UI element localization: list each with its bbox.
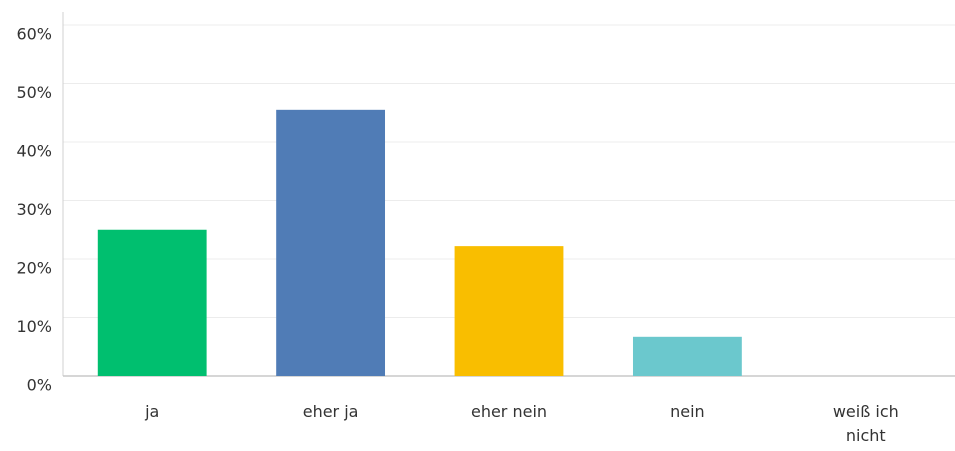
y-tick-label: 40% [16,142,52,161]
x-tick-label: ja [145,402,160,421]
bar [97,229,207,376]
y-tick-label: 60% [16,25,52,44]
y-tick-label: 0% [27,376,52,395]
bar [454,246,564,376]
bar [632,336,742,376]
y-tick-label: 20% [16,259,52,278]
x-tick-label: eher ja [302,402,359,421]
y-tick-label: 10% [16,317,52,336]
y-tick-label: 50% [16,83,52,102]
x-tick-label: eher nein [470,402,548,421]
bar [276,109,386,376]
x-tick-label: weiß ich nicht [832,402,899,445]
x-tick-label: nein [670,402,705,421]
y-tick-label: 30% [16,200,52,219]
